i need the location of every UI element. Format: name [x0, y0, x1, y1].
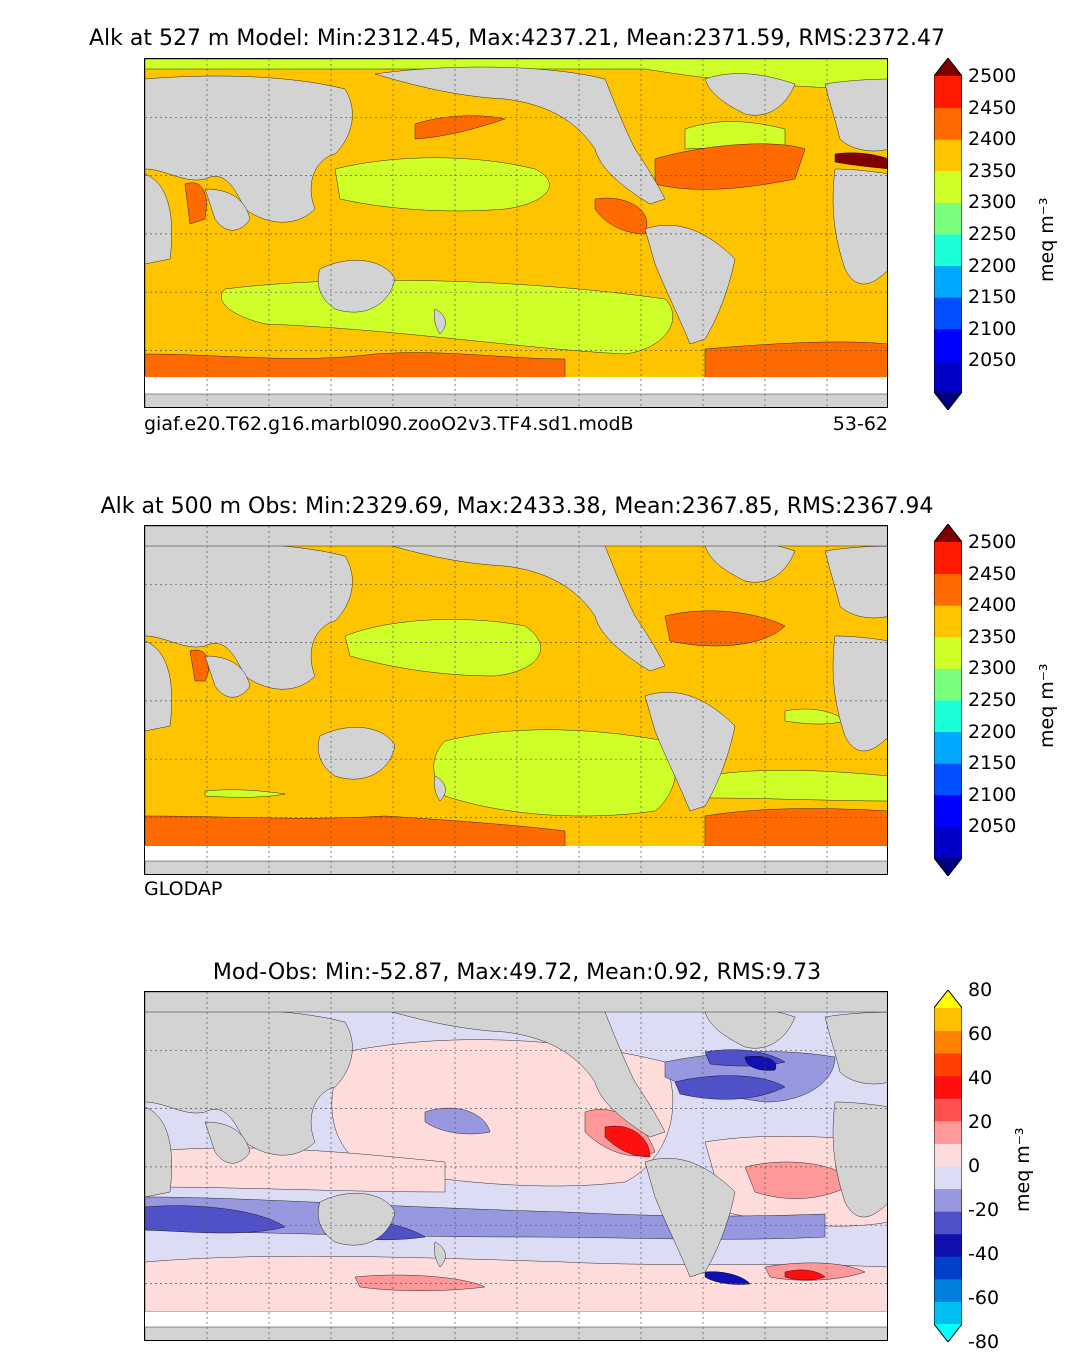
- colorbar-tick-label: -20: [968, 1199, 1000, 1221]
- colorbar-segment: [934, 328, 962, 361]
- colorbar-extend-max: [934, 58, 962, 76]
- colorbar-tick-label: 2500: [968, 531, 1017, 553]
- panel-2-footer-left: GLODAP: [144, 878, 223, 900]
- panel-3-colorbar-units: meq m⁻³: [1012, 1127, 1034, 1212]
- panel-1-footer-right: 53-62: [832, 413, 888, 435]
- colorbar-segment: [934, 297, 962, 330]
- colorbar-extend-min: [934, 392, 962, 410]
- colorbar-tick-label: 2500: [968, 65, 1017, 87]
- colorbar-segment: [934, 794, 962, 827]
- colorbar-segment: [934, 1233, 962, 1257]
- colorbar-segment: [934, 1301, 962, 1325]
- colorbar-tick-label: 2450: [968, 96, 1017, 119]
- colorbar-tick-label: 2200: [968, 720, 1017, 743]
- panel-1-map-svg: [145, 59, 887, 407]
- colorbar-segment: [934, 170, 962, 203]
- panel-3-map: [144, 991, 888, 1341]
- colorbar-extend-min: [934, 858, 962, 876]
- colorbar-segment: [934, 1030, 962, 1054]
- panel-3-map-svg: [145, 992, 887, 1340]
- colorbar-tick-label: 40: [968, 1067, 993, 1089]
- colorbar-segment: [934, 1143, 962, 1167]
- colorbar-tick-label: 60: [968, 1023, 993, 1045]
- colorbar-tick-label: 2150: [968, 286, 1017, 309]
- colorbar-segment: [934, 668, 962, 701]
- colorbar-tick-label: 2300: [968, 191, 1017, 214]
- colorbar-segment: [934, 1075, 962, 1099]
- colorbar-tick-label: 2050: [968, 815, 1017, 838]
- colorbar-segment: [934, 1098, 962, 1122]
- colorbar-segment: [934, 542, 962, 575]
- colorbar-tick-label: 2100: [968, 317, 1017, 340]
- colorbar-extend-max: [934, 990, 962, 1008]
- colorbar-segment: [934, 1008, 962, 1032]
- panel-2-colorbar-units: meq m⁻³: [1036, 663, 1058, 748]
- panel-1-colorbar-units: meq m⁻³: [1036, 197, 1058, 282]
- colorbar-segment: [934, 139, 962, 172]
- panel-3-colorbar: [933, 989, 963, 1343]
- colorbar-tick-label: 0: [968, 1155, 981, 1177]
- colorbar-segment: [934, 1256, 962, 1280]
- colorbar-tick-label: 2400: [968, 594, 1017, 617]
- panel-3-title: Mod-Obs: Min:-52.87, Max:49.72, Mean:0.9…: [212, 960, 822, 985]
- colorbar-segment: [934, 826, 962, 859]
- colorbar-tick-label: 2350: [968, 625, 1017, 648]
- colorbar-segment: [934, 76, 962, 109]
- colorbar-segment: [934, 763, 962, 796]
- colorbar-tick-label: 2250: [968, 223, 1017, 245]
- panel-2-map-svg: [145, 526, 887, 874]
- panel-2-colorbar: [933, 523, 963, 877]
- colorbar-tick-label: 2250: [968, 689, 1017, 711]
- colorbar-segment: [934, 573, 962, 606]
- panel-2-title: Alk at 500 m Obs: Min:2329.69, Max:2433.…: [100, 494, 934, 519]
- panel-1-map: [144, 58, 888, 408]
- colorbar-segment: [934, 1278, 962, 1302]
- colorbar-segment: [934, 636, 962, 669]
- colorbar-tick-label: -40: [968, 1243, 1000, 1265]
- panel-2-map: [144, 525, 888, 875]
- colorbar-tick-label: -80: [968, 1331, 1000, 1353]
- colorbar-segment: [934, 107, 962, 140]
- colorbar-segment: [934, 1166, 962, 1190]
- colorbar-tick-label: 2050: [968, 349, 1017, 372]
- colorbar-tick-label: 2400: [968, 128, 1017, 151]
- colorbar-segment: [934, 202, 962, 235]
- colorbar-tick-label: 2350: [968, 159, 1017, 182]
- colorbar-tick-label: 2150: [968, 752, 1017, 775]
- colorbar-segment: [934, 605, 962, 638]
- panel-1-title: Alk at 527 m Model: Min:2312.45, Max:423…: [88, 26, 946, 51]
- colorbar-tick-label: -60: [968, 1287, 1000, 1309]
- colorbar-tick-label: 2450: [968, 562, 1017, 585]
- panel-1-footer-left: giaf.e20.T62.g16.marbl090.zooO2v3.TF4.sd…: [144, 413, 634, 435]
- panel-1-colorbar-svg: [933, 57, 963, 411]
- colorbar-segment: [934, 1188, 962, 1212]
- colorbar-segment: [934, 700, 962, 733]
- colorbar-segment: [934, 234, 962, 267]
- colorbar-segment: [934, 731, 962, 764]
- colorbar-extend-min: [934, 1324, 962, 1342]
- colorbar-tick-label: 20: [968, 1111, 993, 1133]
- colorbar-tick-label: 2300: [968, 657, 1017, 680]
- colorbar-extend-max: [934, 524, 962, 542]
- colorbar-tick-label: 80: [968, 979, 993, 1001]
- panel-3-colorbar-svg: [933, 989, 963, 1343]
- colorbar-segment: [934, 360, 962, 393]
- colorbar-segment: [934, 1120, 962, 1144]
- panel-1-colorbar: [933, 57, 963, 411]
- colorbar-tick-label: 2200: [968, 254, 1017, 277]
- panel-2-colorbar-svg: [933, 523, 963, 877]
- colorbar-tick-label: 2100: [968, 783, 1017, 806]
- colorbar-segment: [934, 1211, 962, 1235]
- colorbar-segment: [934, 1053, 962, 1077]
- colorbar-segment: [934, 265, 962, 298]
